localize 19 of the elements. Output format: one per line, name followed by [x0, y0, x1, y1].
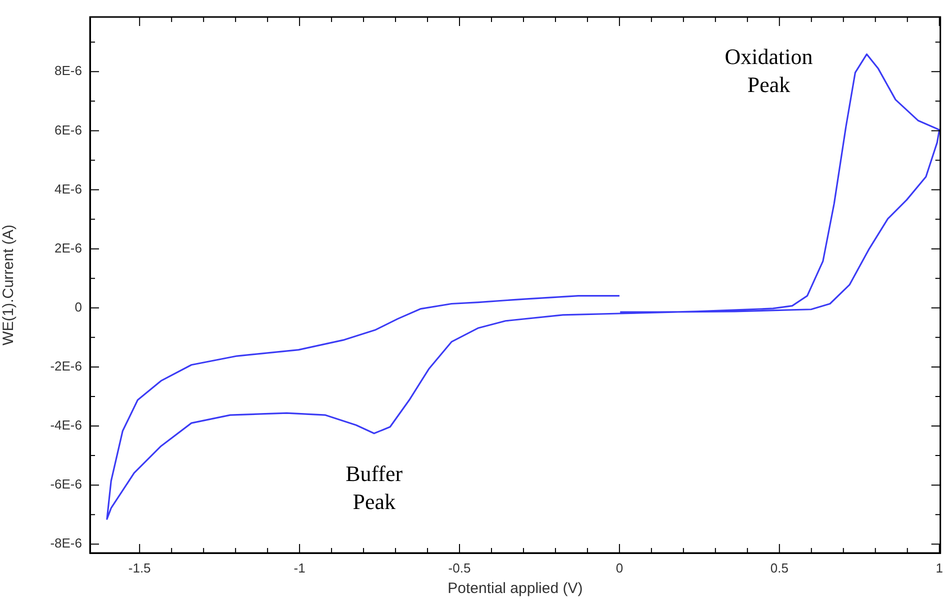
y-tick-label: 8E-6 [54, 63, 82, 78]
y-axis-title: WE(1).Current (A) [0, 224, 18, 346]
y-tick-label: 2E-6 [54, 240, 82, 256]
x-tick-label: -1.5 [128, 560, 151, 576]
x-tick-label: -0.5 [448, 560, 471, 576]
y-tick-label: -8E-6 [50, 536, 82, 551]
x-tick-label: 0.5 [770, 560, 788, 576]
x-tick-label: 1 [936, 560, 943, 576]
x-tick-label: 0 [616, 560, 624, 576]
annotation: Buffer Peak [346, 461, 404, 514]
x-axis-title: Potential applied (V) [448, 580, 583, 598]
y-tick-label: -2E-6 [50, 358, 82, 374]
x-tick-label: -1 [294, 560, 306, 576]
y-tick-label: 6E-6 [54, 122, 82, 138]
y-tick-label: 4E-6 [54, 181, 82, 196]
y-tick-label: -4E-6 [50, 418, 82, 433]
y-tick-label: 0 [74, 299, 82, 314]
annotation: Oxidation Peak [724, 44, 813, 97]
y-tick-label: -6E-6 [50, 476, 82, 492]
